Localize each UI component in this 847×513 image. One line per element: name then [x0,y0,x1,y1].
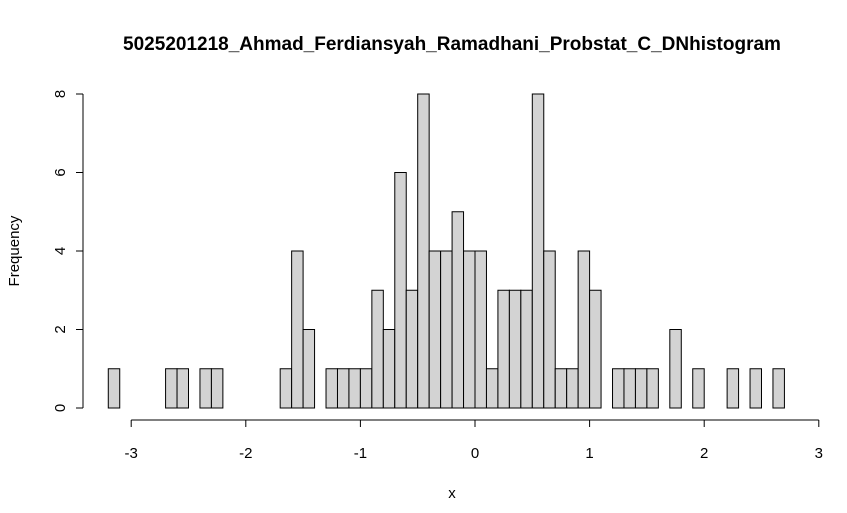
histogram-bar [428,250,442,409]
histogram-bar [210,368,224,409]
histogram-bar [726,368,740,409]
x-axis-label: x [448,485,456,502]
x-axis: -3 -2 -1 0 1 2 3 [125,419,823,462]
histogram-bar [440,250,453,409]
histogram-bar [589,289,602,409]
histogram-bar [291,250,304,409]
histogram-bar [623,368,636,409]
bars [107,93,785,409]
x-tick-label: -3 [125,445,138,462]
histogram-bar [508,289,522,409]
histogram-bar [302,329,316,409]
histogram-bar [497,289,510,409]
histogram-bar [577,250,591,409]
histogram-bar [279,368,293,409]
y-axis: 0 2 4 6 8 [52,90,84,412]
histogram-bar [612,368,625,409]
histogram-bar [485,368,499,409]
histogram-bar [474,250,487,409]
x-tick-label: -1 [354,445,367,462]
histogram-bar [692,368,705,409]
y-tick-label: 0 [52,404,69,412]
histogram-bar [371,289,384,409]
x-tick-label: 3 [815,445,823,462]
histogram-bar [165,368,178,409]
histogram-bar [554,368,568,409]
histogram-bar [772,368,785,409]
x-tick-label: 2 [700,445,708,462]
histogram-bar [325,368,338,409]
histogram-bar [566,368,579,409]
histogram-bar [520,289,533,409]
histogram-bar [394,172,407,409]
histogram-bar [646,368,659,409]
histogram-bar [417,93,430,409]
histogram-bar [359,368,373,409]
y-tick-label: 2 [52,325,69,333]
histogram-bar [405,289,419,409]
histogram-bar [176,368,189,409]
histogram-bar [451,211,465,409]
y-tick-label: 4 [52,247,69,255]
histogram-bar [749,368,762,409]
histogram-bar [348,368,361,409]
histogram-bar [199,368,212,409]
histogram-bar [336,368,350,409]
x-tick-label: 0 [471,445,479,462]
histogram-bar [634,368,648,409]
x-tick-label: 1 [585,445,593,462]
y-axis-label: Frequency [6,215,23,286]
histogram-bar [669,329,682,409]
y-tick-label: 6 [52,168,69,176]
y-tick-label: 8 [52,90,69,98]
chart-title: 5025201218_Ahmad_Ferdiansyah_Ramadhani_P… [123,34,781,55]
histogram-bar [107,368,121,409]
histogram-bar [543,250,556,409]
histogram-bar [463,250,476,409]
histogram-bar [382,329,396,409]
x-tick-label: -2 [239,445,252,462]
histogram-bar [531,93,545,409]
